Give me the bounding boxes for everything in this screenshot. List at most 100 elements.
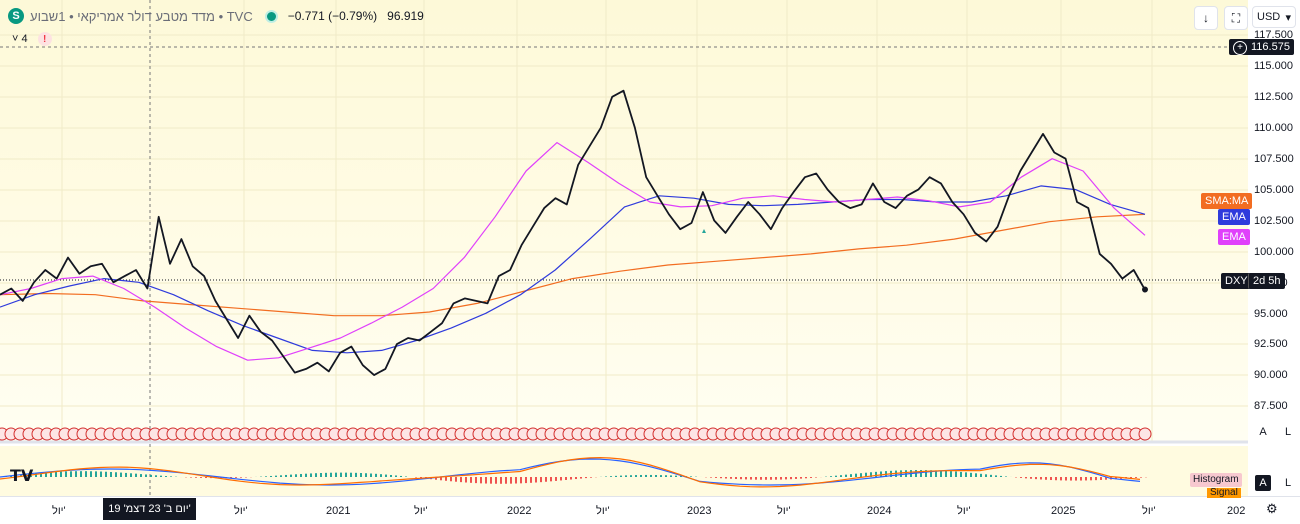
histogram-bar bbox=[720, 477, 722, 478]
histogram-bar bbox=[815, 477, 817, 478]
macd-auto-button[interactable]: A bbox=[1255, 475, 1271, 491]
histogram-bar bbox=[560, 477, 562, 480]
sma-ma-tag: SMA:MA bbox=[1201, 193, 1252, 209]
histogram-bar bbox=[240, 477, 242, 478]
histogram-bar bbox=[340, 473, 342, 477]
histogram-bar bbox=[415, 477, 417, 478]
histogram-bar bbox=[710, 477, 712, 478]
histogram-bar bbox=[530, 477, 532, 483]
histogram-bar bbox=[850, 474, 852, 477]
histogram-bar bbox=[195, 477, 197, 478]
currency-select[interactable]: USD ▾ bbox=[1252, 6, 1296, 28]
histogram-bar bbox=[85, 471, 87, 477]
symbol-logo[interactable]: S bbox=[8, 8, 24, 24]
plus-icon[interactable]: + bbox=[1233, 41, 1247, 55]
histogram-bar bbox=[770, 477, 772, 480]
auto-scale-button[interactable]: A bbox=[1255, 424, 1271, 440]
histogram-bar bbox=[985, 474, 987, 477]
time-tick-label: יול' bbox=[414, 505, 428, 517]
time-tick-label: יול' bbox=[234, 505, 248, 517]
market-status-icon[interactable] bbox=[265, 10, 278, 23]
histogram-bar bbox=[980, 474, 982, 477]
time-tick-label: יול' bbox=[957, 505, 971, 517]
histogram-bar bbox=[60, 472, 62, 477]
histogram-bar bbox=[765, 477, 767, 480]
histogram-bar bbox=[590, 477, 592, 478]
histogram-bar bbox=[970, 473, 972, 477]
histogram-bar bbox=[65, 471, 67, 477]
price-tick-label: 87.500 bbox=[1254, 400, 1288, 412]
crosshair-price-tag: +116.575 bbox=[1229, 39, 1294, 55]
histogram-bar bbox=[640, 475, 642, 477]
histogram-bar bbox=[400, 476, 402, 477]
histogram-bar bbox=[160, 476, 162, 477]
histogram-bar bbox=[1020, 477, 1022, 478]
log-scale-button[interactable]: L bbox=[1280, 424, 1296, 440]
top-toolbar: ↓ ⛶ bbox=[1194, 6, 1248, 30]
histogram-bar bbox=[965, 472, 967, 477]
histogram-bar bbox=[480, 477, 482, 483]
settings-gear-icon[interactable]: ⚙ bbox=[1266, 501, 1278, 517]
histogram-bar bbox=[1000, 476, 1002, 477]
histogram-bar bbox=[1045, 477, 1047, 480]
histogram-bar bbox=[715, 477, 717, 478]
price-change: −0.771 (−0.79%) bbox=[288, 9, 377, 23]
histogram-bar bbox=[375, 474, 377, 477]
indicators-toggle[interactable]: ˅ 4 bbox=[8, 32, 32, 46]
last-price-marker bbox=[1142, 287, 1148, 293]
histogram-bar bbox=[310, 473, 312, 477]
histogram-bar bbox=[945, 471, 947, 477]
histogram-bar bbox=[900, 470, 902, 477]
histogram-bar bbox=[1065, 477, 1067, 480]
histogram-bar bbox=[355, 473, 357, 477]
time-tick-label: 2021 bbox=[326, 505, 350, 517]
histogram-bar bbox=[975, 473, 977, 477]
histogram-bar bbox=[265, 476, 267, 477]
histogram-bar bbox=[300, 474, 302, 477]
alert-icon[interactable]: ! bbox=[38, 32, 52, 46]
histogram-bar bbox=[290, 475, 292, 477]
symbol-title[interactable]: מדד מטבע דולר אמריקאי • 1שבוע • TVC bbox=[30, 9, 253, 24]
price-tick-label: 110.000 bbox=[1254, 122, 1293, 134]
histogram-bar bbox=[860, 473, 862, 477]
histogram-bar bbox=[55, 472, 57, 477]
fullscreen-icon[interactable]: ⛶ bbox=[1224, 6, 1248, 30]
histogram-bar bbox=[350, 473, 352, 477]
time-tick-label: יול' bbox=[777, 505, 791, 517]
histogram-bar bbox=[335, 473, 337, 477]
histogram-bar bbox=[655, 475, 657, 477]
price-tick-label: 112.500 bbox=[1254, 91, 1293, 103]
price-tick-label: 100.000 bbox=[1254, 246, 1294, 258]
macd-log-button[interactable]: L bbox=[1280, 475, 1296, 491]
price-tick-label: 95.000 bbox=[1254, 308, 1288, 320]
histogram-bar bbox=[875, 472, 877, 477]
histogram-bar bbox=[495, 477, 497, 484]
histogram-bar bbox=[465, 477, 467, 483]
histogram-bar bbox=[140, 474, 142, 477]
histogram-bar bbox=[525, 477, 527, 483]
histogram-bar bbox=[670, 475, 672, 477]
histogram-bar bbox=[145, 474, 147, 477]
time-tick-label: יול' bbox=[1142, 505, 1156, 517]
histogram-bar bbox=[795, 477, 797, 479]
histogram-bar bbox=[785, 477, 787, 479]
tradingview-logo-icon[interactable]: 𝗧𝗩 bbox=[10, 466, 33, 486]
time-tick-label: 2025 bbox=[1051, 505, 1075, 517]
ema-slow-tag: EMA bbox=[1218, 209, 1250, 225]
price-tick-label: 102.500 bbox=[1254, 215, 1294, 227]
histogram-bar bbox=[585, 477, 587, 478]
download-icon[interactable]: ↓ bbox=[1194, 6, 1218, 30]
histogram-bar bbox=[235, 477, 237, 478]
histogram-bar bbox=[390, 475, 392, 477]
histogram-bar bbox=[115, 472, 117, 477]
histogram-bar bbox=[835, 476, 837, 477]
histogram-bar bbox=[830, 476, 832, 477]
histogram-bar bbox=[1060, 477, 1062, 480]
histogram-bar bbox=[520, 477, 522, 483]
signal-tag: Signal bbox=[1207, 488, 1241, 498]
histogram-bar bbox=[190, 477, 192, 478]
histogram-bar bbox=[615, 476, 617, 477]
histogram-bar bbox=[1085, 477, 1087, 480]
histogram-bar bbox=[155, 475, 157, 477]
